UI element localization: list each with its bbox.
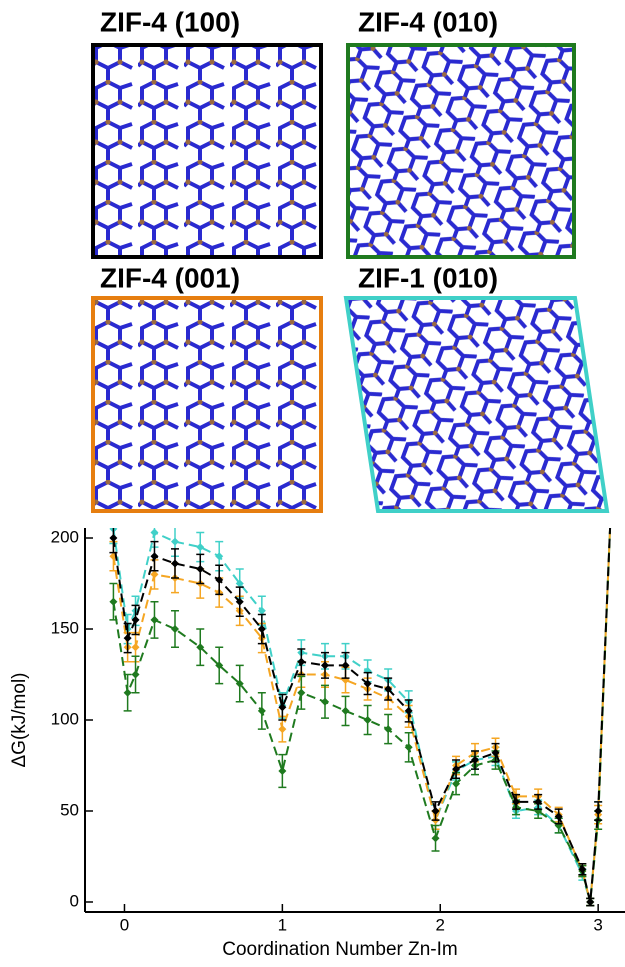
y-tick-label: 200 bbox=[51, 527, 79, 546]
series-line bbox=[113, 511, 610, 902]
panel-frame bbox=[346, 298, 607, 511]
point bbox=[278, 725, 286, 733]
point bbox=[109, 534, 117, 542]
point bbox=[364, 716, 372, 724]
y-axis-label: ΔG(kJ/mol) bbox=[9, 672, 30, 767]
y-tick-label: 50 bbox=[60, 800, 79, 819]
point bbox=[150, 616, 158, 624]
point bbox=[196, 543, 204, 551]
point bbox=[297, 658, 305, 666]
series-line bbox=[113, 511, 610, 902]
y-tick-label: 0 bbox=[70, 891, 79, 910]
panel-label: ZIF-1 (010) bbox=[358, 262, 498, 293]
plot-area bbox=[109, 502, 614, 906]
point bbox=[471, 756, 479, 764]
point bbox=[109, 598, 117, 606]
panel-label: ZIF-4 (100) bbox=[100, 6, 240, 37]
y-tick-label: 100 bbox=[51, 709, 79, 728]
point bbox=[297, 689, 305, 697]
x-tick-label: 2 bbox=[436, 915, 445, 934]
x-tick-label: 1 bbox=[278, 915, 287, 934]
point bbox=[342, 661, 350, 669]
point bbox=[278, 767, 286, 775]
point bbox=[321, 661, 329, 669]
panel-frame bbox=[93, 298, 321, 511]
y-tick-label: 150 bbox=[51, 618, 79, 637]
panel-label: ZIF-4 (010) bbox=[358, 6, 498, 37]
point bbox=[405, 707, 413, 715]
point bbox=[405, 743, 413, 751]
point bbox=[132, 671, 140, 679]
panel-label: ZIF-4 (001) bbox=[100, 262, 240, 293]
x-axis-label: Coordination Number Zn-Im bbox=[222, 939, 457, 960]
point bbox=[432, 834, 440, 842]
chart: Coordination Number Zn-Im ΔG(kJ/mol) 0 50… bbox=[9, 502, 625, 960]
point bbox=[342, 707, 350, 715]
structure-panels: ZIF-4 (100) ZIF-4 (010) ZIF-4 (001) ZIF-… bbox=[93, 6, 607, 511]
x-tick-label: 0 bbox=[120, 915, 129, 934]
point bbox=[150, 570, 158, 578]
series-line bbox=[113, 511, 610, 902]
point bbox=[124, 634, 132, 642]
panel-frame bbox=[93, 45, 321, 257]
point bbox=[150, 529, 158, 537]
point bbox=[171, 559, 179, 567]
point bbox=[171, 538, 179, 546]
point bbox=[150, 552, 158, 560]
panel-frame bbox=[348, 45, 574, 257]
point bbox=[132, 643, 140, 651]
point bbox=[196, 565, 204, 573]
point bbox=[321, 698, 329, 706]
x-tick-label: 3 bbox=[593, 915, 602, 934]
point bbox=[586, 898, 594, 906]
figure: ZIF-4 (100) ZIF-4 (010) ZIF-4 (001) ZIF-… bbox=[0, 0, 625, 962]
point bbox=[124, 689, 132, 697]
series-line bbox=[113, 511, 610, 902]
